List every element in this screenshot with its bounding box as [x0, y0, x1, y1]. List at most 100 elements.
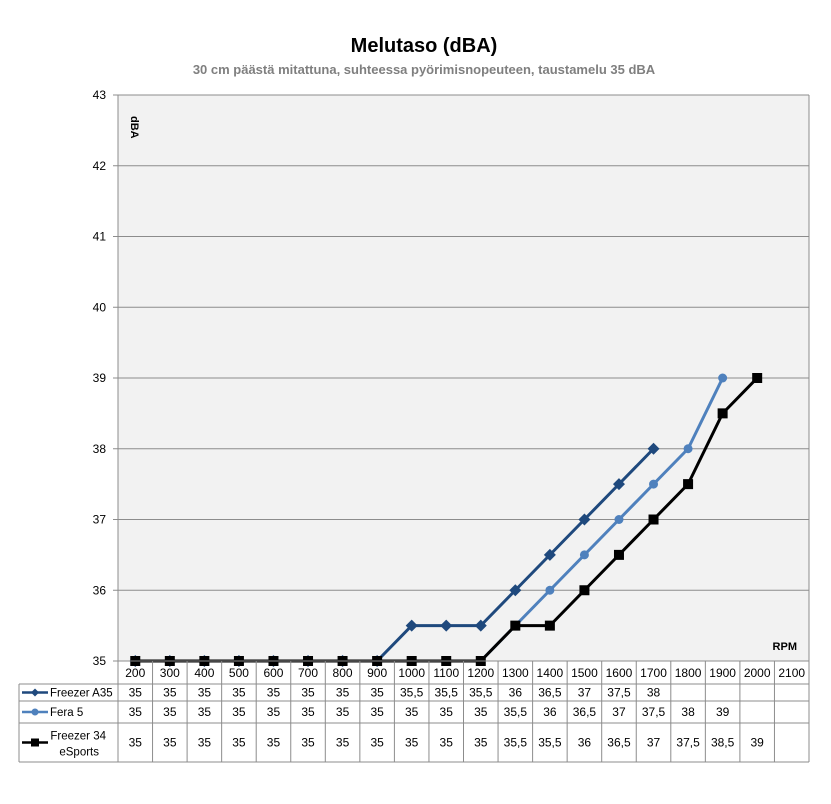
table-cell: 35 [336, 686, 350, 700]
x-axis-label: RPM [773, 641, 797, 653]
y-tick-label: 40 [93, 300, 107, 314]
x-category-label: 1400 [537, 666, 564, 680]
data-point [545, 585, 555, 595]
table-cell: 38 [647, 686, 661, 700]
x-category-label: 800 [333, 666, 353, 680]
data-point [648, 514, 659, 525]
table-cell: 36 [578, 736, 592, 750]
data-point [579, 585, 590, 596]
data-point [683, 444, 693, 454]
data-table: 200 300 400 500 600 700 800 900 1000 1100 1200 1300… [18, 660, 810, 763]
x-category-label: 1800 [675, 666, 702, 680]
table-cell: 37 [612, 705, 626, 719]
table-cell: 35 [370, 736, 384, 750]
data-point [578, 513, 591, 526]
x-category-label: 1700 [640, 666, 667, 680]
table-cell: 38,5 [711, 736, 735, 750]
data-point [718, 373, 728, 383]
table-cell: 35 [405, 736, 419, 750]
table-cell: 36,5 [538, 686, 562, 700]
x-category-label: 1200 [467, 666, 494, 680]
y-axis-ticks: 35 36 37 38 39 40 41 42 43 [93, 88, 118, 668]
data-point [543, 548, 556, 561]
table-cell: 35 [370, 705, 384, 719]
table-cell: 37 [647, 736, 661, 750]
data-point [647, 442, 660, 455]
y-tick-label: 35 [93, 654, 107, 668]
y-tick-label: 42 [93, 159, 107, 173]
table-cell: 35 [198, 705, 212, 719]
table-cell: 39 [716, 705, 730, 719]
chart-subtitle: 30 cm päästä mitattuna, suhteessa pyörim… [193, 62, 656, 77]
y-tick-label: 37 [93, 513, 107, 527]
table-cell: 36 [509, 686, 523, 700]
table-cell: 35 [370, 686, 384, 700]
table-cell: 35 [129, 705, 143, 719]
data-point [752, 373, 763, 383]
table-cell: 35 [301, 705, 315, 719]
data-point [440, 619, 453, 632]
table-cell: 35 [301, 736, 315, 750]
table-cell: 36,5 [573, 705, 597, 719]
table-cell: 35 [129, 686, 143, 700]
legend-marker [31, 738, 39, 747]
x-category-label: 1500 [571, 666, 598, 680]
table-cell: 38 [681, 705, 695, 719]
table-cell: 35 [163, 686, 177, 700]
legend-label: Freezer A35 [50, 688, 113, 700]
data-point [509, 584, 522, 597]
data-point [683, 479, 694, 490]
table-cell: 35,5 [435, 686, 459, 700]
data-point [544, 620, 555, 631]
y-tick-label: 43 [93, 88, 107, 102]
data-point [717, 408, 728, 419]
table-cell: 37,5 [676, 736, 700, 750]
legend-marker [31, 688, 39, 697]
x-category-label: 1300 [502, 666, 529, 680]
chart-title: Melutaso (dBA) [351, 35, 498, 57]
table-cell: 35 [474, 705, 488, 719]
y-tick-label: 36 [93, 583, 107, 597]
table-cell: 36,5 [607, 736, 631, 750]
table-cell: 35,5 [400, 686, 424, 700]
data-point [474, 619, 487, 632]
table-cell: 35 [336, 705, 350, 719]
data-point [612, 478, 625, 491]
x-category-label: 1600 [606, 666, 633, 680]
table-cell: 35 [198, 736, 212, 750]
table-cell: 35 [129, 736, 143, 750]
data-point [649, 479, 659, 489]
table-cell: 35,5 [538, 736, 562, 750]
x-category-label: 1000 [398, 666, 425, 680]
data-point [614, 515, 624, 524]
table-cell: 35 [267, 705, 281, 719]
table-cell: 35 [336, 736, 350, 750]
x-category-label: 300 [160, 666, 180, 680]
table-cell: 35 [198, 686, 212, 700]
table-cell: 35 [232, 705, 246, 719]
y-tick-label: 38 [93, 442, 107, 456]
x-category-label: 2100 [778, 666, 805, 680]
table-cell: 35 [474, 736, 488, 750]
table-cell: 37 [578, 686, 592, 700]
x-category-label: 400 [194, 666, 214, 680]
table-cell: 35 [163, 736, 177, 750]
y-tick-label: 41 [93, 230, 107, 244]
table-cell: 35 [301, 686, 315, 700]
table-cell: 39 [750, 736, 764, 750]
y-tick-label: 39 [93, 371, 107, 385]
table-cell: 36 [543, 705, 557, 719]
table-cell: 35 [232, 736, 246, 750]
table-cell: 35 [163, 705, 177, 719]
table-cell: 37,5 [642, 705, 666, 719]
data-point [579, 550, 589, 560]
table-cell: 35 [440, 705, 454, 719]
table-cell: 35 [267, 686, 281, 700]
x-category-label: 200 [125, 666, 145, 680]
legend-marker [31, 708, 39, 716]
table-cell: 35 [232, 686, 246, 700]
table-cell: 37,5 [607, 686, 631, 700]
table-cell: 35,5 [469, 686, 493, 700]
data-point [613, 549, 624, 560]
x-category-label: 700 [298, 666, 318, 680]
